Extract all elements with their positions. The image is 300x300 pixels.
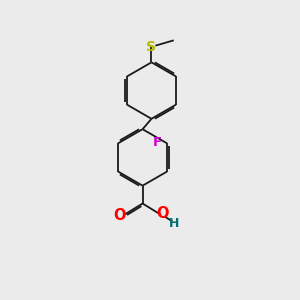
Text: H: H: [169, 217, 179, 230]
Text: F: F: [153, 136, 162, 149]
Text: S: S: [146, 40, 157, 54]
Text: O: O: [114, 208, 126, 224]
Text: O: O: [157, 206, 169, 221]
